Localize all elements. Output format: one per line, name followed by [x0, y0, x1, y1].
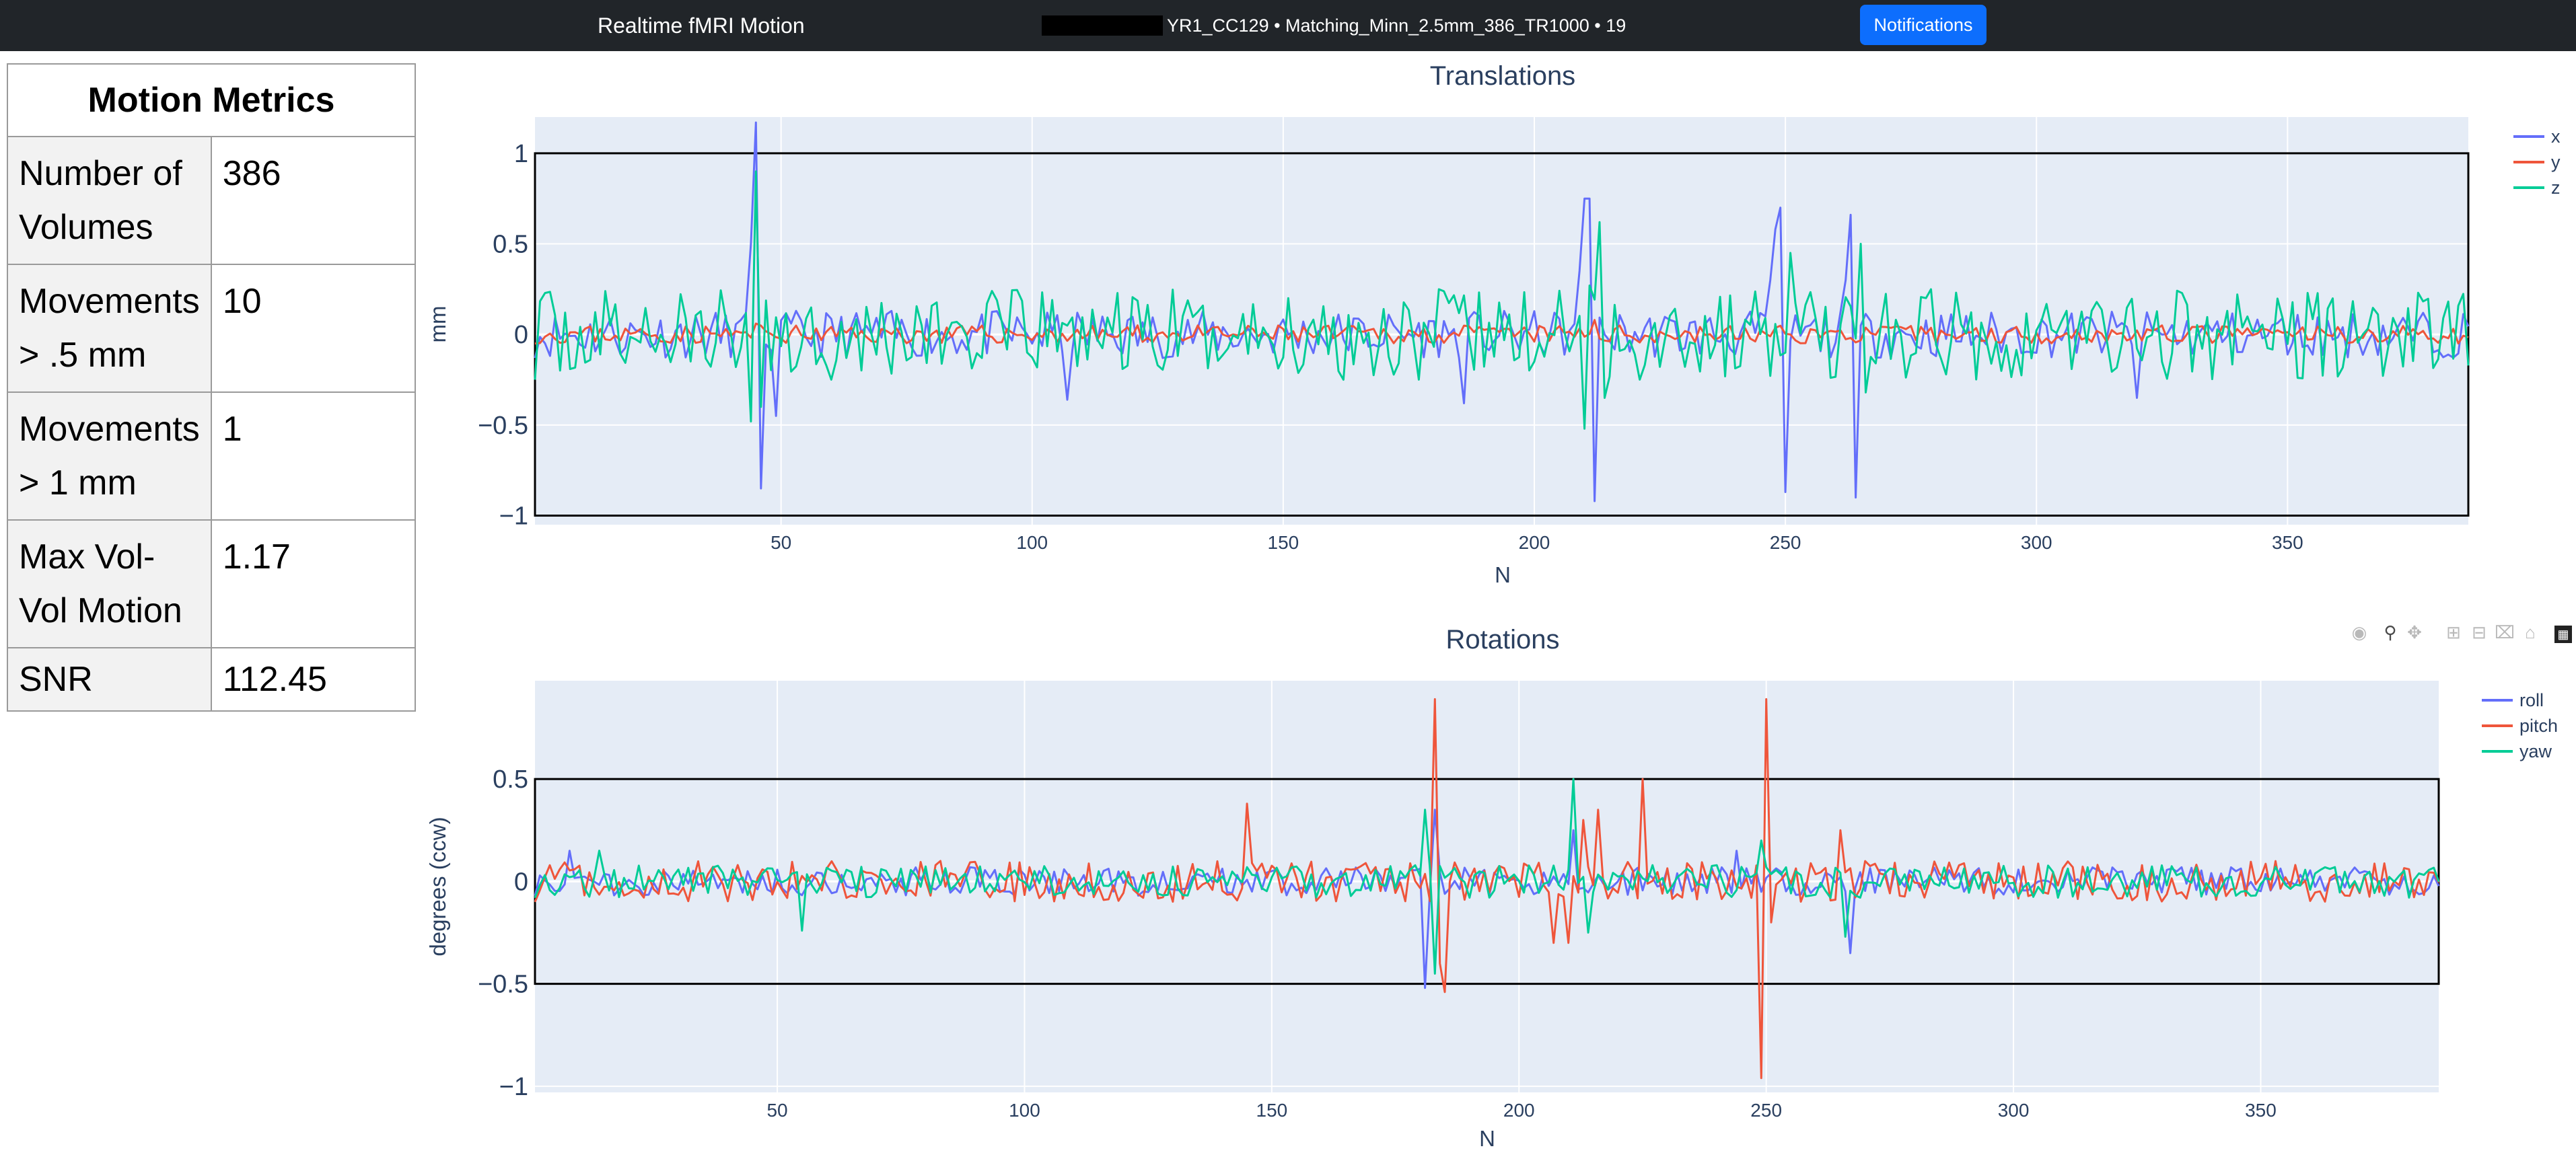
x-axis-title: N	[1495, 562, 1511, 587]
y-tick-label: −0.5	[478, 412, 528, 440]
redacted-block	[1042, 15, 1163, 36]
x-tick-label: 100	[1016, 532, 1048, 553]
legend-label: pitch	[2519, 716, 2558, 736]
zoom-icon[interactable]: ⚲	[2384, 622, 2397, 642]
x-tick-label: 350	[2245, 1100, 2277, 1121]
x-tick-label: 300	[2021, 532, 2052, 553]
metric-value: 112.45	[210, 647, 417, 712]
app-title: Realtime fMRI Motion	[598, 13, 805, 38]
x-tick-label: 100	[1009, 1100, 1040, 1121]
pan-icon[interactable]: ✥	[2407, 622, 2422, 642]
table-row: Movements > 1 mm 1	[7, 391, 417, 521]
camera-icon[interactable]: ◉	[2351, 622, 2367, 642]
reset-axes-icon[interactable]: ⌂	[2525, 622, 2536, 642]
top-navbar: Realtime fMRI Motion YR1_CC129 • Matchin…	[0, 0, 2576, 51]
y-tick-label: 0.5	[493, 765, 528, 794]
metric-value: 10	[210, 264, 417, 393]
x-tick-label: 200	[1519, 532, 1550, 553]
metric-label: SNR	[7, 647, 212, 712]
metrics-title: Motion Metrics	[7, 63, 416, 137]
series-line-z	[534, 170, 2470, 430]
metric-label: Number of Volumes	[7, 136, 212, 265]
threshold-box	[534, 152, 2470, 517]
table-row: Number of Volumes 386	[7, 136, 417, 265]
series-line-yaw	[534, 778, 2440, 975]
y-tick-label: 0	[514, 321, 528, 349]
autoscale-icon[interactable]: ⌧	[2495, 622, 2515, 642]
x-tick-label: 50	[771, 532, 791, 553]
chart-title: Translations	[1430, 61, 1575, 91]
metric-value: 1.17	[210, 519, 417, 648]
chart-0: 50 100 150 200 250 300 350 1 0.5 0 −0.5 −1 Translati…	[425, 61, 2561, 587]
y-tick-label: −1	[499, 502, 528, 531]
metric-label: Max Vol-Vol Motion	[7, 519, 212, 648]
x-tick-label: 50	[766, 1100, 787, 1121]
x-tick-label: 150	[1268, 532, 1299, 553]
metric-value: 1	[210, 391, 417, 521]
plotly-logo-icon[interactable]: ▦	[2554, 626, 2572, 643]
metric-value: 386	[210, 136, 417, 265]
chart-legend: xyz	[2513, 126, 2561, 198]
session-text: YR1_CC129 • Matching_Minn_2.5mm_386_TR10…	[1167, 15, 1626, 36]
legend-label: roll	[2519, 690, 2544, 710]
x-tick-label: 300	[1998, 1100, 2030, 1121]
legend-label: z	[2551, 178, 2561, 198]
y-axis-title: mm	[425, 306, 450, 343]
chart-1: 50 100 150 200 250 300 350 0.5 0 −0.5 −1 Rotations N…	[425, 625, 2558, 1151]
legend-label: y	[2551, 152, 2561, 172]
table-row: Max Vol-Vol Motion 1.17	[7, 519, 417, 648]
metric-label: Movements > 1 mm	[7, 391, 212, 521]
x-tick-label: 350	[2272, 532, 2303, 553]
table-row: Movements > .5 mm 10	[7, 264, 417, 393]
x-tick-label: 250	[1750, 1100, 1782, 1121]
chart-legend: roll pitch yaw	[2482, 690, 2558, 761]
zoom-in-icon[interactable]: ⊞	[2446, 622, 2461, 642]
table-row: SNR 112.45	[7, 647, 417, 712]
y-axis-title: degrees (ccw)	[425, 817, 450, 956]
legend-label: yaw	[2519, 741, 2552, 761]
motion-metrics-table: Motion Metrics Number of Volumes 386 Move…	[7, 63, 417, 712]
y-tick-label: 0	[514, 868, 528, 896]
zoom-out-icon[interactable]: ⊟	[2472, 622, 2486, 642]
chart-title: Rotations	[1446, 625, 1560, 654]
y-tick-label: 0.5	[493, 231, 528, 259]
y-tick-label: 1	[514, 140, 528, 168]
x-tick-label: 250	[1770, 532, 1801, 553]
y-tick-label: −0.5	[478, 971, 528, 999]
x-tick-label: 150	[1256, 1100, 1288, 1121]
y-tick-label: −1	[499, 1073, 528, 1101]
session-info: YR1_CC129 • Matching_Minn_2.5mm_386_TR10…	[1042, 13, 1626, 38]
metric-label: Movements > .5 mm	[7, 264, 212, 393]
plot-modebar: ◉ ⚲ ✥ ⊞ ⊟ ⌧ ⌂	[2342, 622, 2576, 648]
legend-label: x	[2551, 126, 2561, 147]
x-axis-title: N	[1479, 1126, 1495, 1151]
notifications-button[interactable]: Notifications	[1860, 5, 1987, 45]
x-tick-label: 200	[1503, 1100, 1535, 1121]
